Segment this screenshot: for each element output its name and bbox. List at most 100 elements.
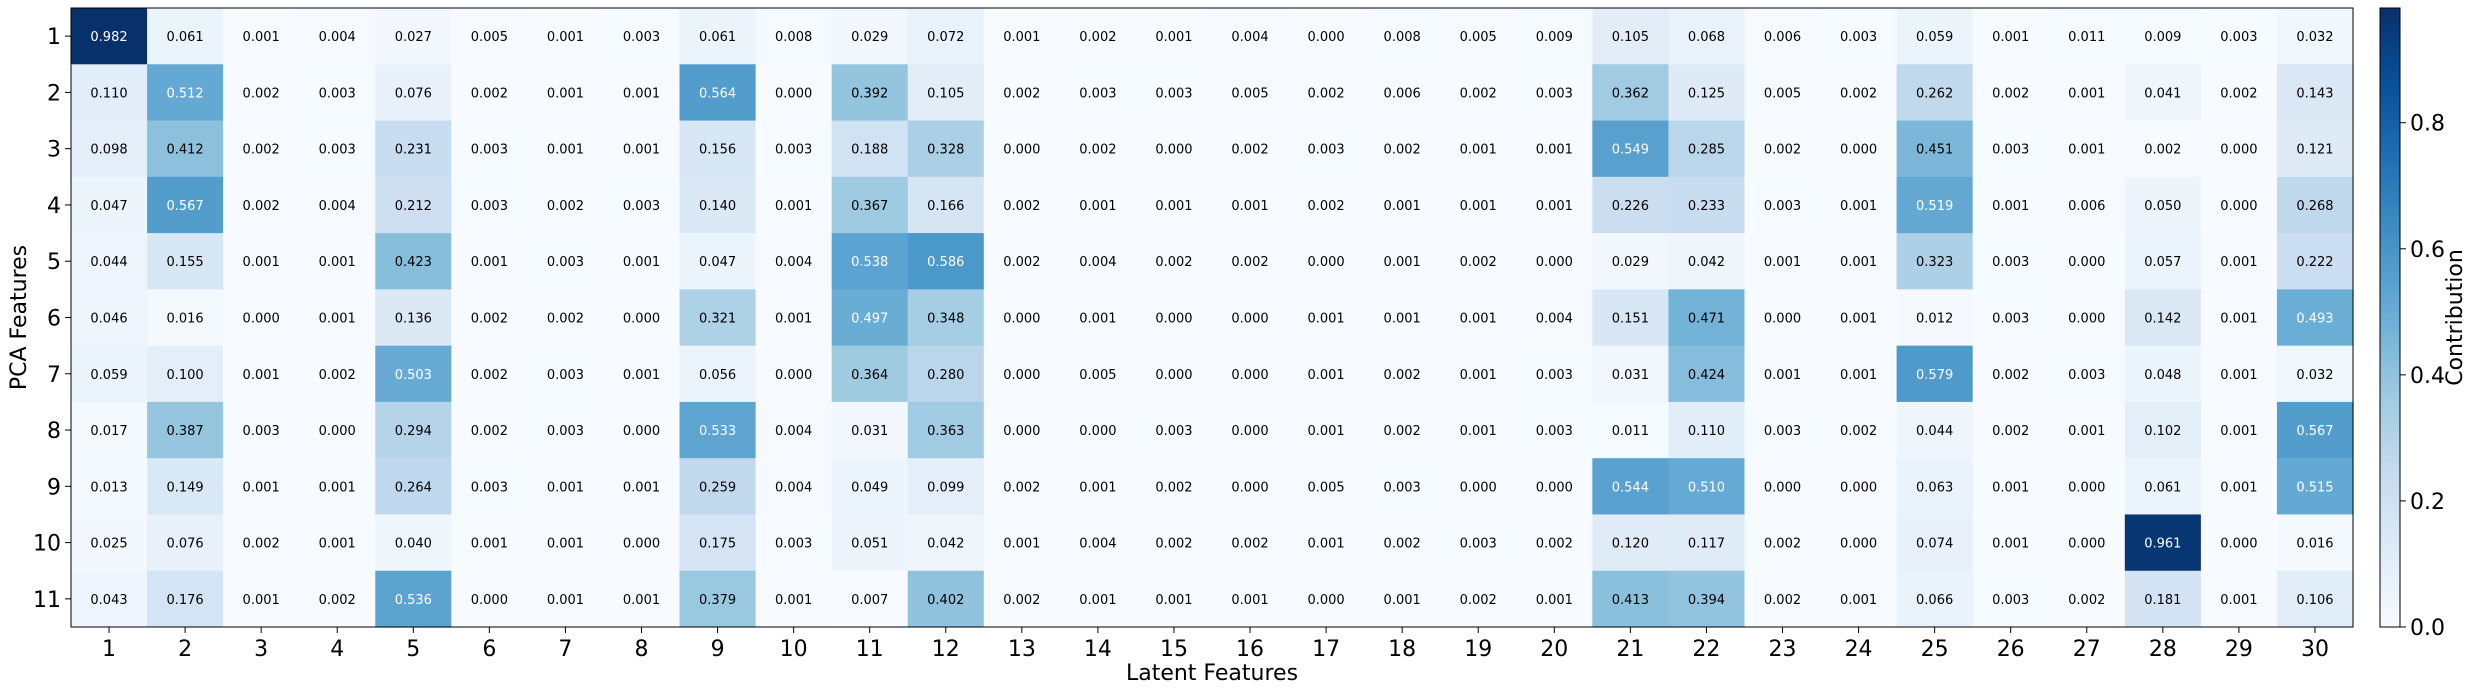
cell-value-label: 0.001: [1536, 143, 1573, 158]
y-tick-label: 7: [47, 363, 61, 388]
heatmap-cell: [375, 64, 452, 122]
heatmap-cell: [2048, 570, 2126, 628]
cell-value-label: 0.412: [166, 143, 203, 158]
heatmap-cell: [1972, 345, 2050, 403]
heatmap-cell: [983, 233, 1061, 290]
cell-value-label: 0.003: [2068, 368, 2105, 383]
heatmap-cell: [1212, 345, 1289, 403]
heatmap-cell: [1059, 458, 1137, 516]
heatmap-cell: [1516, 401, 1593, 459]
cell-value-label: 0.002: [1460, 86, 1497, 101]
cell-value-label: 0.001: [547, 593, 584, 608]
heatmap-cell: [1592, 458, 1669, 516]
cell-value-label: 0.110: [90, 86, 127, 101]
cell-value-label: 0.268: [2296, 199, 2333, 214]
cell-value-label: 0.155: [166, 255, 203, 270]
cell-value-label: 0.006: [2068, 199, 2105, 214]
x-tick-label: 11: [856, 637, 884, 662]
cell-value-label: 0.002: [1536, 537, 1573, 552]
heatmap-cell: [1135, 120, 1213, 178]
heatmap-cell: [2200, 8, 2278, 65]
heatmap-cell: [755, 120, 833, 178]
heatmap-cell: [299, 458, 376, 516]
heatmap-cell: [1288, 401, 1365, 459]
heatmap-cell: [907, 120, 985, 178]
heatmap-cell: [1592, 120, 1669, 178]
cell-value-label: 0.001: [2220, 424, 2257, 439]
heatmap-cell: [71, 570, 148, 628]
cell-value-label: 0.001: [2068, 424, 2105, 439]
heatmap-cell: [2048, 458, 2126, 516]
cell-value-label: 0.003: [623, 199, 660, 214]
heatmap-cell: [1288, 289, 1365, 347]
heatmap-cell: [2200, 514, 2278, 572]
y-axis-title: PCA Features: [7, 245, 32, 390]
heatmap-cell: [375, 233, 452, 290]
cell-value-label: 0.001: [1460, 199, 1497, 214]
cell-value-label: 0.001: [547, 537, 584, 552]
cell-value-label: 0.002: [1460, 255, 1497, 270]
heatmap-cell: [1212, 401, 1289, 459]
cell-value-label: 0.000: [623, 312, 660, 327]
heatmap-cell: [1212, 289, 1289, 347]
heatmap-cell: [1364, 401, 1441, 459]
heatmap-cell: [1288, 570, 1365, 628]
y-tick-label: 3: [47, 138, 61, 163]
heatmap-cell: [1135, 401, 1213, 459]
cell-value-label: 0.003: [1536, 368, 1573, 383]
cell-value-label: 0.166: [927, 199, 964, 214]
cell-value-label: 0.000: [1003, 424, 1040, 439]
heatmap-cell: [1820, 514, 1898, 572]
cell-value-label: 0.042: [927, 537, 964, 552]
heatmap-cell: [603, 8, 681, 65]
heatmap-cell: [983, 64, 1061, 122]
cell-value-label: 0.008: [1384, 30, 1421, 45]
cell-value-label: 0.003: [1155, 86, 1192, 101]
cell-value-label: 0.099: [927, 480, 964, 495]
heatmap-cell: [1744, 458, 1822, 516]
cell-value-label: 0.001: [1155, 593, 1192, 608]
cell-value-label: 0.001: [775, 199, 812, 214]
cell-value-label: 0.047: [90, 199, 127, 214]
heatmap-cell: [755, 176, 833, 234]
x-tick-label: 3: [254, 637, 268, 662]
cell-value-label: 0.004: [1231, 30, 1268, 45]
cell-value-label: 0.105: [1612, 30, 1649, 45]
cell-value-label: 0.001: [1079, 480, 1116, 495]
heatmap-cell: [71, 233, 148, 290]
cell-value-label: 0.003: [243, 424, 280, 439]
cell-value-label: 0.002: [471, 312, 508, 327]
cell-value-label: 0.000: [1764, 312, 1801, 327]
heatmap-cell: [1516, 514, 1593, 572]
heatmap-cell: [2200, 570, 2278, 628]
cell-value-label: 0.000: [1231, 480, 1268, 495]
cell-value-label: 0.544: [1612, 480, 1649, 495]
y-tick-label: 10: [33, 532, 61, 557]
cell-value-label: 0.003: [1384, 480, 1421, 495]
cell-value-label: 0.017: [90, 424, 127, 439]
heatmap-cell: [2200, 401, 2278, 459]
heatmap-cell: [1744, 514, 1822, 572]
heatmap-cell: [755, 8, 833, 65]
cell-value-label: 0.004: [775, 424, 812, 439]
cell-value-label: 0.533: [699, 424, 736, 439]
cell-value-label: 0.379: [699, 593, 736, 608]
heatmap-cell: [1592, 233, 1669, 290]
cell-value-label: 0.001: [2220, 312, 2257, 327]
cell-value-label: 0.362: [1612, 86, 1649, 101]
cell-value-label: 0.387: [166, 424, 203, 439]
heatmap-cell: [2276, 401, 2354, 459]
cell-value-label: 0.001: [623, 480, 660, 495]
x-tick-label: 26: [1997, 637, 2025, 662]
heatmap-cell: [223, 289, 300, 347]
heatmap-cell: [1059, 401, 1137, 459]
cell-value-label: 0.001: [1840, 199, 1877, 214]
cell-value-label: 0.032: [2296, 368, 2333, 383]
heatmap-cell: [527, 514, 605, 572]
cell-value-label: 0.002: [1992, 86, 2029, 101]
heatmap-cell: [679, 8, 757, 65]
heatmap-cell: [603, 458, 681, 516]
heatmap-cell: [299, 570, 376, 628]
heatmap-cell: [147, 176, 224, 234]
cell-value-label: 0.002: [1079, 30, 1116, 45]
